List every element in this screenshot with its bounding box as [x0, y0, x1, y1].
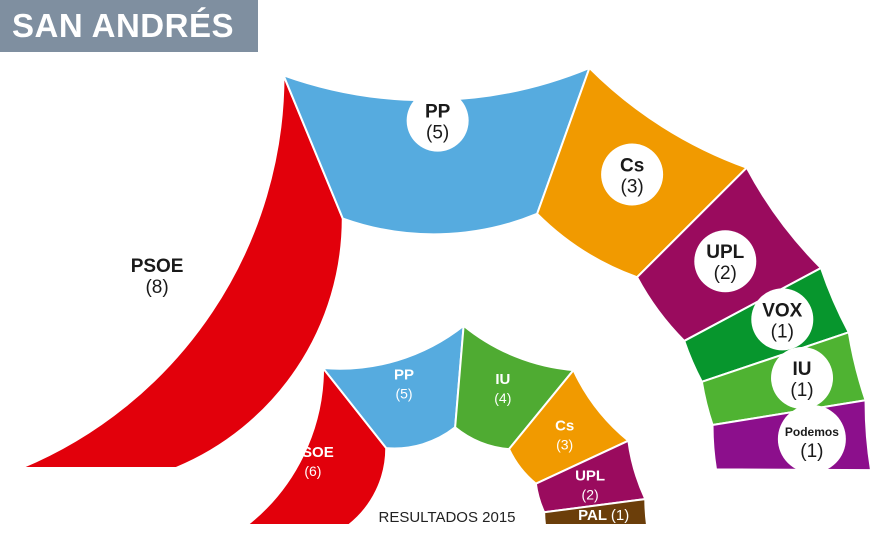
seat-count: (8)	[145, 277, 168, 298]
seat-count: (5)	[426, 123, 449, 144]
party-name: Podemos	[785, 425, 839, 439]
party-name: UPL	[575, 467, 605, 484]
results-2015-caption: RESULTADOS 2015	[379, 509, 516, 526]
slice-2015-psoe	[244, 365, 388, 526]
party-name: PP	[425, 102, 451, 123]
slice-psoe	[20, 74, 344, 469]
label-2015-pal: PAL (1)	[578, 507, 629, 524]
label-2015-pp: PP (5)	[394, 366, 414, 401]
party-name: Cs	[620, 156, 644, 177]
slice-2015-pal	[543, 497, 649, 526]
party-name: Cs	[555, 418, 574, 435]
label-badge	[751, 288, 814, 351]
seat-count: (6)	[304, 463, 321, 479]
seat-count: (2)	[714, 263, 737, 284]
seat-count: (1)	[800, 441, 823, 462]
party-name: PSOE	[292, 444, 334, 461]
label-badge	[126, 243, 189, 306]
seat-count: (1)	[611, 507, 629, 524]
party-name: IU	[793, 359, 812, 380]
label-iu: IU(1)	[771, 346, 834, 409]
page-title: SAN ANDRÉS	[0, 0, 258, 52]
label-badge	[694, 230, 757, 293]
seat-count: (3)	[556, 437, 573, 453]
label-2015-upl: UPL (2)	[575, 467, 605, 502]
label-badge	[777, 404, 846, 473]
label-pp: PP(5)	[406, 89, 469, 152]
party-name: PAL	[578, 507, 611, 524]
seat-count: (5)	[395, 385, 412, 401]
results-2015-chart: PSOE (6) PP (5) IU (4) Cs (3)UPL (2) PAL (1) RESUL…	[244, 323, 649, 526]
party-name: IU	[495, 371, 510, 388]
current-seats-chart: PSOE(8)PP(5)Cs(3)UPL(2)VOX(1)IU(1)Podemo…	[20, 66, 873, 473]
party-name: UPL	[706, 242, 744, 263]
party-name: PP	[394, 366, 414, 383]
label-vox: VOX(1)	[751, 288, 814, 351]
label-2015-iu: IU (4)	[494, 371, 511, 406]
label-badge	[771, 346, 834, 409]
party-name: VOX	[762, 300, 802, 321]
seat-count: (4)	[494, 390, 511, 406]
label-2015-psoe: PSOE (6)	[292, 444, 334, 479]
label-psoe: PSOE(8)	[126, 243, 189, 306]
label-cs: Cs(3)	[601, 143, 664, 206]
label-2015-cs: Cs (3)	[555, 418, 574, 453]
seat-count: (2)	[582, 486, 599, 502]
seat-count: (3)	[621, 177, 644, 198]
seat-count: (1)	[771, 321, 794, 342]
label-badge	[601, 143, 664, 206]
party-name: PSOE	[131, 256, 184, 277]
label-podemos: Podemos (1)	[777, 404, 846, 473]
label-upl: UPL(2)	[694, 230, 757, 293]
seat-count: (1)	[790, 380, 813, 401]
label-badge	[406, 89, 469, 152]
